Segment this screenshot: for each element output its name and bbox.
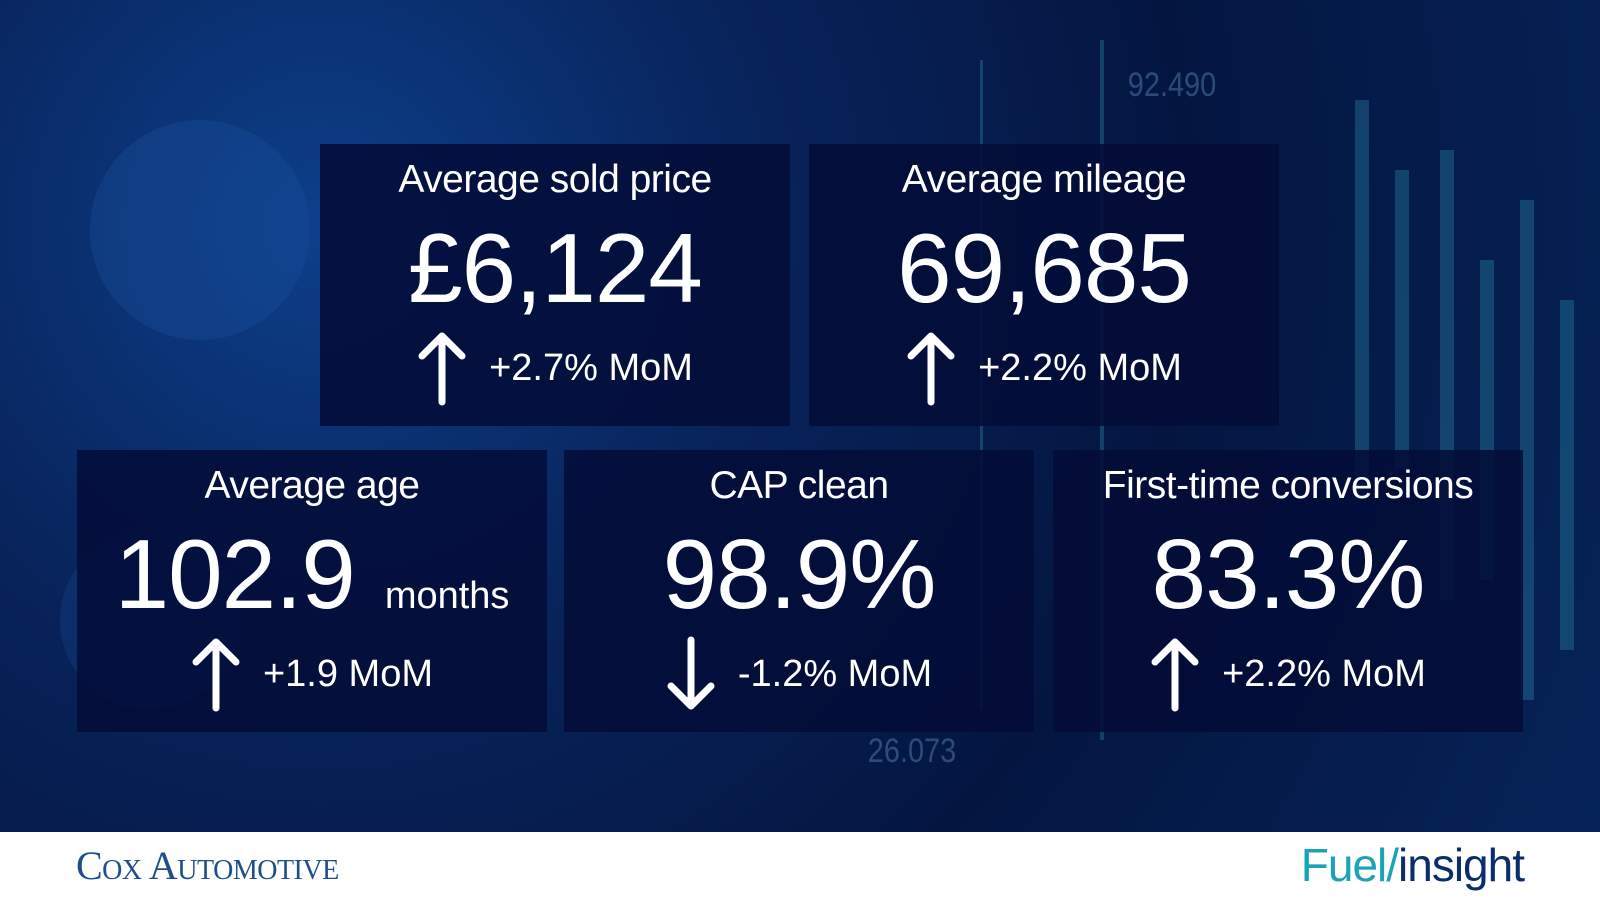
kpi-value: 102.9 xyxy=(114,519,356,629)
kpi-change: +1.9 MoM xyxy=(262,652,434,695)
value-row: £6,124 xyxy=(320,212,790,325)
arrow-path xyxy=(907,332,955,406)
change-row: +2.2% MoM xyxy=(1053,636,1523,712)
kpi-value: 83.3% xyxy=(1151,519,1426,629)
kpi-value: 69,685 xyxy=(897,213,1192,323)
product-prefix: Fuel/ xyxy=(1300,839,1399,891)
background-label: 26.073 xyxy=(867,732,957,770)
value-row: 69,685 xyxy=(809,212,1279,325)
change-row: +2.7% MoM xyxy=(320,330,790,406)
kpi-change: +2.7% MoM xyxy=(489,346,693,389)
arrow-up xyxy=(1151,638,1199,712)
kpi-title: First-time conversions xyxy=(1102,464,1474,507)
arrow-path xyxy=(192,638,240,712)
arrow-path xyxy=(418,332,466,406)
kpi-change: +2.2% MoM xyxy=(1222,652,1426,695)
kpi-title: Average age xyxy=(204,464,420,507)
kpi-title: CAP clean xyxy=(709,464,889,507)
value-row: 83.3% xyxy=(1053,518,1523,631)
kpi-change: -1.2% MoM xyxy=(737,652,933,695)
arrow-up xyxy=(192,638,240,712)
kpi-card: Average sold price £6,124 +2.7% MoM xyxy=(320,144,790,426)
kpi-card: CAP clean 98.9% -1.2% MoM xyxy=(564,450,1034,732)
arrow-path xyxy=(667,636,715,710)
arrow-up xyxy=(418,332,466,406)
kpi-change: +2.2% MoM xyxy=(978,346,1182,389)
arrow-up xyxy=(907,332,955,406)
arrow-path xyxy=(1151,638,1199,712)
change-row: +1.9 MoM xyxy=(77,636,547,712)
value-row: 102.9 months xyxy=(77,518,547,631)
kpi-card: First-time conversions 83.3% +2.2% MoM xyxy=(1053,450,1523,732)
change-row: -1.2% MoM xyxy=(564,636,1034,712)
arrow-down xyxy=(667,636,715,710)
kpi-value: £6,124 xyxy=(408,213,703,323)
kpi-title: Average mileage xyxy=(901,158,1187,201)
kpi-title: Average sold price xyxy=(398,158,712,201)
background-label: 92.490 xyxy=(1127,66,1217,104)
kpi-unit: months xyxy=(384,575,510,617)
product-logo: Fuel/insight xyxy=(1300,838,1525,892)
change-row: +2.2% MoM xyxy=(809,330,1279,406)
kpi-value: 98.9% xyxy=(662,519,937,629)
kpi-card: Average age 102.9 months +1.9 MoM xyxy=(77,450,547,732)
kpi-card: Average mileage 69,685 +2.2% MoM xyxy=(809,144,1279,426)
brand-logo: Cox Automotive xyxy=(76,843,339,888)
product-suffix: insight xyxy=(1398,839,1525,891)
footer: Cox Automotive Fuel/insight xyxy=(0,832,1600,900)
value-row: 98.9% xyxy=(564,518,1034,631)
